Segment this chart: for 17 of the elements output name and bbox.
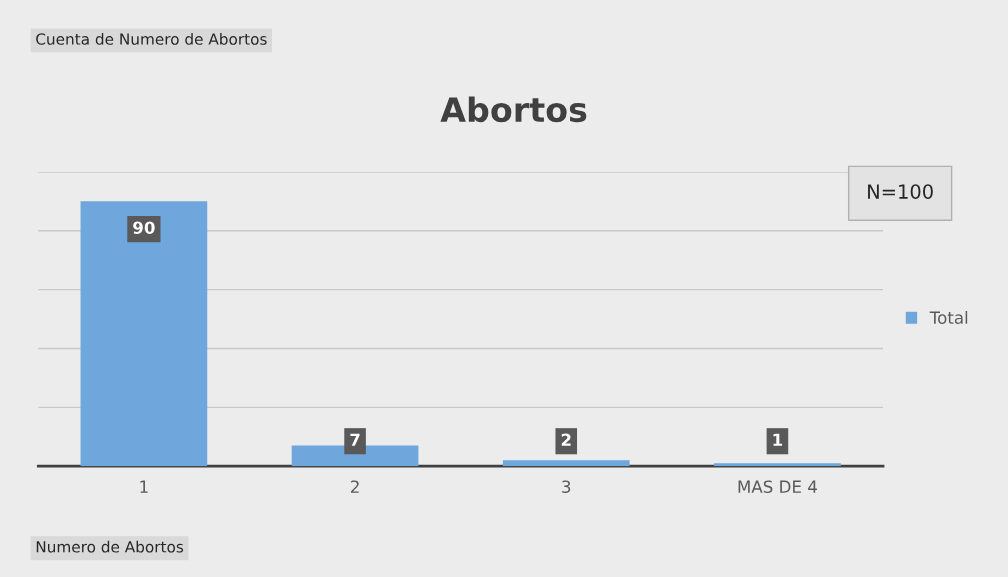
x-tick-label: 3 <box>562 480 571 494</box>
data-label: 2 <box>561 433 571 446</box>
data-label: 7 <box>350 433 360 446</box>
chart-title: Abortos <box>440 96 587 123</box>
data-label: 1 <box>773 433 783 446</box>
x-tick-label: 1 <box>140 480 148 493</box>
bar <box>502 460 630 467</box>
annotation: N=100 <box>868 184 933 199</box>
data-label: 90 <box>133 221 155 234</box>
legend-label: Total <box>929 311 968 324</box>
text: Numero de Abortos <box>36 540 184 553</box>
bar <box>80 201 208 467</box>
bar <box>291 445 419 467</box>
x-tick-label: 2 <box>350 480 359 493</box>
text: Cuenta de Numero de Abortos <box>36 33 267 45</box>
x-tick-label: MAS DE 4 <box>738 480 817 494</box>
bar <box>714 463 841 467</box>
